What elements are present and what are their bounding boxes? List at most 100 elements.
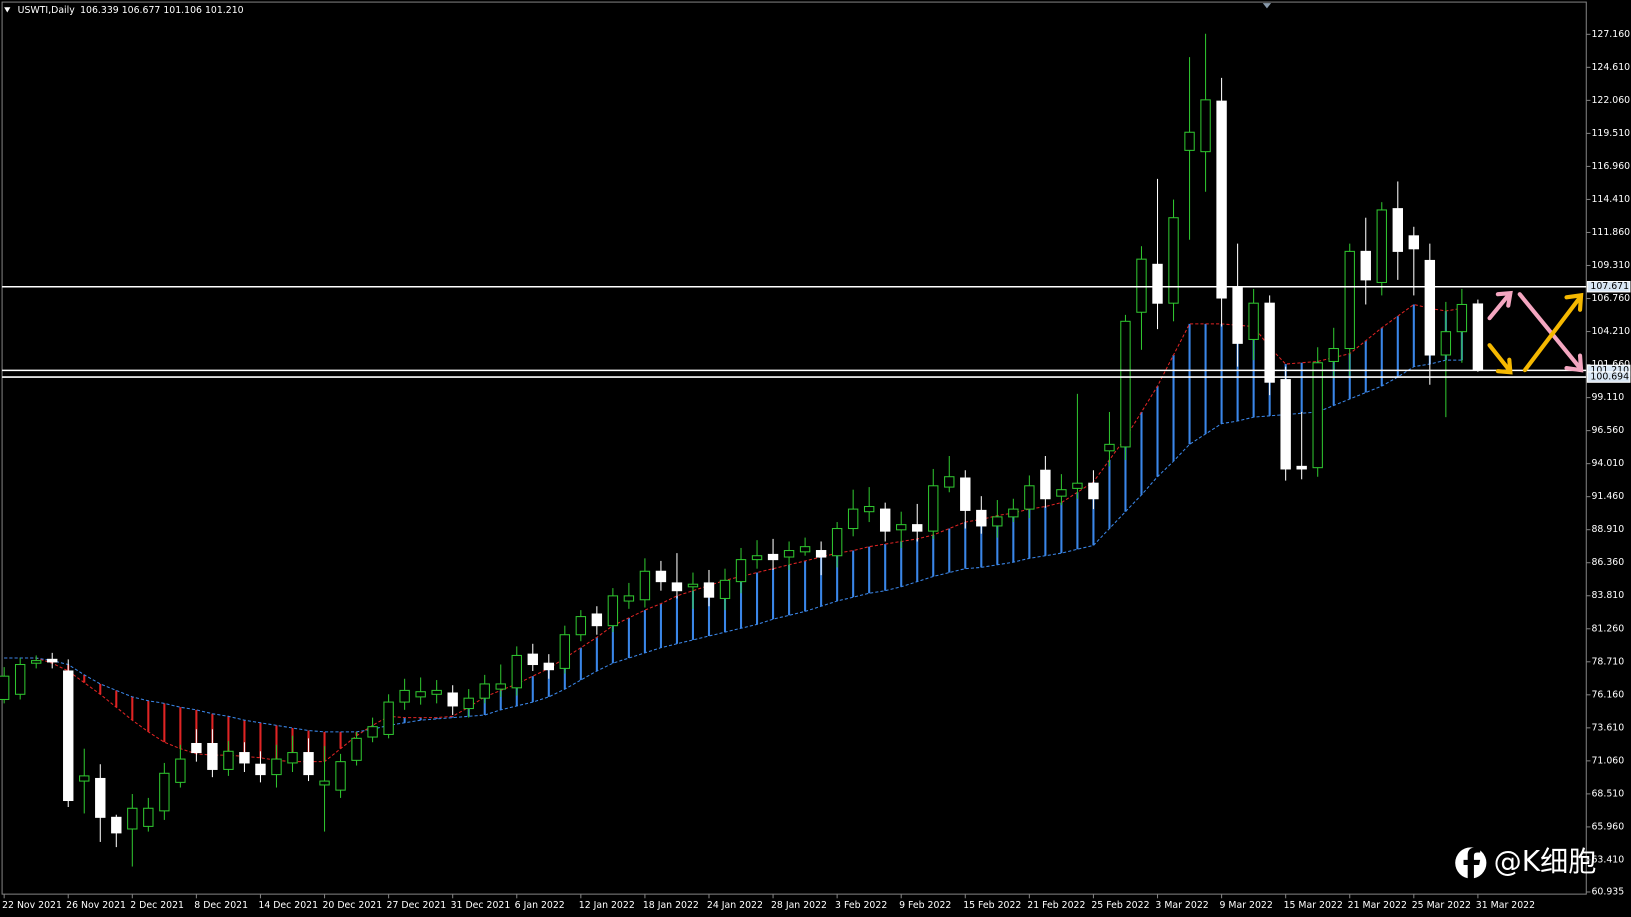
y-tick-label: 124.610	[1591, 62, 1630, 73]
x-tick-label: 2 Dec 2021	[130, 900, 184, 911]
candle-body	[1056, 489, 1067, 497]
candle-body	[335, 761, 346, 791]
candle-body	[1072, 482, 1083, 489]
candle-body	[607, 595, 619, 627]
candle-body	[992, 516, 1003, 527]
candle-body	[543, 662, 554, 671]
candle-body	[751, 555, 763, 561]
x-tick-label: 9 Mar 2022	[1220, 900, 1273, 911]
price-label: 100.694	[1590, 372, 1629, 383]
y-tick-label: 104.210	[1591, 326, 1630, 337]
candle-body	[47, 658, 58, 663]
candle-body	[815, 550, 827, 558]
candle-body	[863, 505, 875, 513]
y-tick-label: 106.760	[1591, 293, 1630, 304]
x-tick-label: 26 Nov 2021	[66, 900, 126, 911]
candle-body	[1312, 362, 1323, 469]
candle-body	[479, 683, 490, 699]
price-label: 107.671	[1590, 281, 1629, 292]
candle-body	[928, 485, 939, 532]
y-tick-label: 76.160	[1591, 689, 1624, 700]
candle-body	[896, 524, 907, 531]
y-tick-label: 114.410	[1591, 194, 1630, 205]
candle-body	[1184, 131, 1195, 151]
candle-body	[639, 570, 651, 601]
candle-body	[63, 670, 74, 802]
candle-body	[1040, 469, 1051, 500]
candle-body	[30, 660, 42, 664]
arrow	[1487, 292, 1512, 321]
x-tick-label: 15 Feb 2022	[963, 900, 1021, 911]
candle-body	[1280, 379, 1291, 470]
candle-body	[831, 528, 843, 557]
candle-body	[1440, 331, 1452, 356]
candle-body	[1088, 482, 1099, 500]
arrow	[1517, 292, 1583, 371]
candle-body	[559, 634, 571, 669]
candle-body	[799, 546, 811, 553]
candle-body	[944, 476, 955, 488]
candle-body	[735, 559, 747, 583]
y-tick-label: 109.310	[1591, 260, 1630, 271]
y-tick-label: 119.510	[1591, 128, 1630, 139]
y-tick-label: 63.410	[1591, 854, 1624, 865]
y-tick-label: 101.660	[1591, 359, 1630, 370]
candle-body	[976, 509, 987, 527]
candle-body	[1152, 263, 1163, 304]
candle-body	[1232, 287, 1243, 344]
candle-body	[271, 758, 282, 776]
candle-body	[719, 579, 731, 599]
x-tick-label: 20 Dec 2021	[322, 900, 382, 911]
x-tick-label: 28 Jan 2022	[771, 900, 827, 911]
candle-body	[431, 689, 442, 695]
candle-body	[415, 691, 426, 698]
x-tick-label: 25 Feb 2022	[1091, 900, 1149, 911]
candle-body	[239, 752, 250, 764]
y-tick-label: 78.710	[1591, 656, 1624, 667]
arrow	[1487, 343, 1512, 373]
candle-body	[95, 777, 106, 818]
arrow-head	[1495, 357, 1513, 375]
candle-body	[207, 742, 218, 770]
y-tick-label: 83.810	[1591, 590, 1624, 601]
candle-body	[960, 477, 971, 511]
candle-body	[1456, 303, 1468, 333]
candle-body	[511, 654, 522, 689]
candle-body	[1376, 209, 1387, 283]
y-tick-label: 96.560	[1591, 425, 1624, 436]
candle-body	[1120, 320, 1131, 448]
watermark: @K细胞	[1455, 845, 1596, 881]
x-tick-label: 27 Dec 2021	[387, 900, 447, 911]
candle-body	[495, 683, 506, 690]
candle-body	[175, 758, 186, 783]
y-tick-label: 73.610	[1591, 722, 1624, 733]
candle-body	[159, 772, 170, 812]
candle-body	[191, 742, 202, 754]
arrow-head	[1564, 353, 1584, 373]
candle-body	[351, 737, 362, 761]
annotation-arrows	[1487, 290, 1584, 375]
x-tick-label: 25 Mar 2022	[1412, 900, 1471, 911]
y-tick-label: 60.935	[1591, 886, 1624, 897]
candle-body	[1408, 235, 1420, 250]
watermark-text: @K细胞	[1494, 845, 1597, 878]
candle-body	[703, 582, 715, 598]
candle-body	[1296, 465, 1307, 470]
candle-body	[1264, 302, 1275, 383]
x-tick-label: 18 Jan 2022	[643, 900, 699, 911]
arrow-head	[1495, 290, 1513, 308]
x-tick-label: 8 Dec 2021	[194, 900, 248, 911]
x-tick-label: 6 Jan 2022	[515, 900, 565, 911]
candle-body	[367, 726, 378, 738]
candle-body	[1200, 99, 1211, 153]
price-label: 101.210	[1590, 365, 1629, 376]
plot-frame	[1, 1, 1587, 895]
candle-body	[1360, 250, 1371, 281]
candle-body	[527, 653, 538, 666]
candle-body	[623, 595, 635, 602]
candle-body	[447, 692, 458, 707]
x-tick-label: 15 Mar 2022	[1284, 900, 1343, 911]
